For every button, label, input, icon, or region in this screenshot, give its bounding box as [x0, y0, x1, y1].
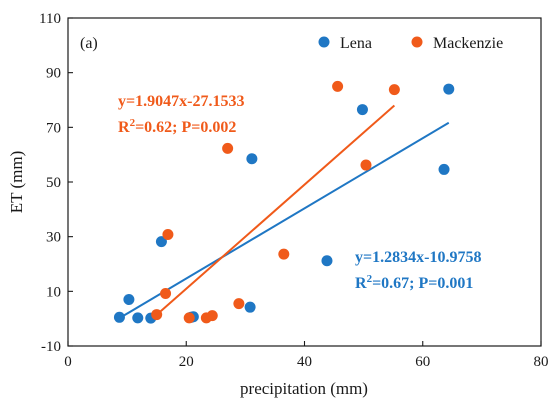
y-tick-label: 110 [39, 11, 61, 27]
mackenzie-point [162, 228, 174, 240]
regression-lines [118, 104, 450, 320]
x-tick-label: 0 [64, 354, 72, 370]
lena-point [244, 301, 256, 313]
lena-point [123, 294, 135, 306]
x-tick-label: 60 [415, 354, 430, 370]
y-tick-label: 90 [46, 66, 61, 82]
mackenzie-point [332, 80, 344, 92]
mackenzie-stats: R2=0.62; P=0.002 [118, 117, 236, 136]
legend-marker-mackenzie [411, 36, 423, 48]
lena-point [443, 83, 455, 95]
lena-point [321, 255, 333, 267]
x-tick-label: 80 [534, 354, 549, 370]
mackenzie-point [151, 309, 163, 321]
mackenzie-point [222, 142, 234, 154]
panel-label: (a) [80, 35, 98, 52]
mackenzie-point [278, 248, 290, 260]
y-tick-label: 10 [46, 284, 61, 300]
legend-label-mackenzie: Mackenzie [433, 35, 503, 52]
lena-point [113, 311, 125, 323]
x-tick-label: 40 [297, 354, 312, 370]
mackenzie-point [233, 298, 245, 310]
legend: Lena Mackenzie [318, 35, 503, 52]
mackenzie-fit-line [156, 104, 396, 316]
lena-fit-annotation: y=1.2834x-10.9758 R2=0.67; P=0.001 [355, 249, 481, 292]
legend-label-lena: Lena [340, 35, 372, 52]
legend-marker-lena [318, 36, 330, 48]
lena-point [155, 236, 167, 248]
x-tick-label: 20 [179, 354, 194, 370]
lena-fit-line [118, 121, 450, 320]
y-tick-label: -10 [41, 339, 61, 355]
lena-equation: y=1.2834x-10.9758 [355, 249, 481, 266]
y-tick-label: 30 [46, 230, 61, 246]
x-axis-title: precipitation (mm) [240, 379, 368, 398]
mackenzie-fit-annotation: y=1.9047x-27.1533 R2=0.62; P=0.002 [118, 93, 244, 136]
y-tick-label: 50 [46, 175, 61, 191]
plot-area-frame [67, 17, 542, 347]
y-axis-title: ET (mm) [7, 151, 26, 213]
mackenzie-point [160, 288, 172, 300]
y-tick-label: 70 [46, 120, 61, 136]
data-points [113, 80, 455, 324]
lena-point [132, 312, 144, 324]
mackenzie-equation: y=1.9047x-27.1533 [118, 93, 244, 110]
lena-point [246, 153, 258, 165]
lena-point [356, 104, 368, 116]
mackenzie-point [183, 312, 195, 324]
mackenzie-point [388, 84, 400, 96]
mackenzie-point [206, 310, 218, 322]
axis-ticks: 0 20 40 60 80 -10 10 30 50 70 90 110 [39, 11, 548, 370]
mackenzie-point [360, 159, 372, 171]
lena-point [438, 163, 450, 175]
lena-stats: R2=0.67; P=0.001 [355, 273, 473, 292]
